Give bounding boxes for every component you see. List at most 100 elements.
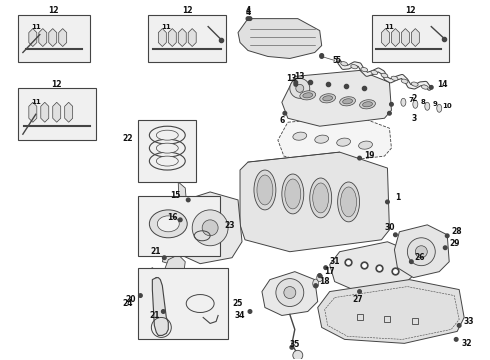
Ellipse shape bbox=[343, 99, 352, 104]
Circle shape bbox=[248, 310, 252, 313]
Ellipse shape bbox=[421, 85, 428, 89]
Ellipse shape bbox=[157, 216, 179, 232]
Text: 8: 8 bbox=[421, 99, 426, 105]
Polygon shape bbox=[59, 28, 67, 46]
Circle shape bbox=[246, 17, 250, 21]
Text: 26: 26 bbox=[414, 253, 424, 262]
Ellipse shape bbox=[323, 96, 333, 101]
Circle shape bbox=[276, 279, 304, 306]
Circle shape bbox=[248, 17, 252, 21]
Circle shape bbox=[290, 346, 294, 349]
Circle shape bbox=[388, 112, 391, 115]
Circle shape bbox=[163, 256, 166, 260]
Text: 21: 21 bbox=[149, 311, 160, 320]
Text: 34: 34 bbox=[235, 311, 245, 320]
Text: 13: 13 bbox=[287, 74, 297, 83]
Text: 13: 13 bbox=[294, 72, 305, 81]
Ellipse shape bbox=[313, 279, 318, 288]
Polygon shape bbox=[162, 255, 185, 283]
Circle shape bbox=[178, 218, 182, 222]
Bar bbox=[148, 15, 226, 62]
Text: 4: 4 bbox=[245, 8, 250, 17]
Text: 12: 12 bbox=[405, 6, 416, 15]
Ellipse shape bbox=[337, 138, 350, 146]
Text: 27: 27 bbox=[352, 295, 363, 304]
Text: 29: 29 bbox=[449, 239, 460, 248]
Ellipse shape bbox=[411, 82, 418, 86]
Ellipse shape bbox=[149, 210, 187, 238]
Polygon shape bbox=[318, 280, 464, 343]
Circle shape bbox=[314, 284, 318, 287]
Ellipse shape bbox=[282, 174, 304, 214]
Polygon shape bbox=[394, 225, 449, 278]
Text: 2: 2 bbox=[412, 94, 417, 103]
Circle shape bbox=[358, 156, 361, 160]
Polygon shape bbox=[382, 28, 390, 46]
Polygon shape bbox=[65, 102, 73, 122]
Polygon shape bbox=[160, 289, 182, 315]
Circle shape bbox=[296, 84, 304, 92]
Circle shape bbox=[318, 274, 321, 278]
Text: 9: 9 bbox=[433, 101, 438, 107]
Bar bbox=[18, 15, 90, 62]
Ellipse shape bbox=[340, 97, 356, 106]
Circle shape bbox=[324, 266, 327, 269]
Ellipse shape bbox=[317, 274, 323, 282]
Polygon shape bbox=[401, 28, 409, 46]
Ellipse shape bbox=[437, 104, 442, 112]
Polygon shape bbox=[158, 28, 166, 46]
Ellipse shape bbox=[425, 102, 430, 110]
Text: 17: 17 bbox=[324, 267, 335, 276]
Circle shape bbox=[416, 246, 427, 258]
Circle shape bbox=[294, 81, 297, 84]
Polygon shape bbox=[330, 242, 415, 292]
Bar bbox=[138, 268, 228, 339]
Text: 4: 4 bbox=[245, 6, 250, 15]
Polygon shape bbox=[175, 192, 242, 264]
Text: 12: 12 bbox=[49, 6, 59, 15]
Ellipse shape bbox=[156, 130, 178, 140]
Ellipse shape bbox=[351, 64, 358, 69]
Circle shape bbox=[294, 82, 297, 86]
Text: 20: 20 bbox=[125, 295, 136, 304]
Ellipse shape bbox=[254, 170, 276, 210]
Ellipse shape bbox=[156, 156, 178, 166]
Text: 12: 12 bbox=[51, 80, 62, 89]
Text: 35: 35 bbox=[290, 340, 300, 349]
Ellipse shape bbox=[303, 93, 313, 98]
Circle shape bbox=[202, 220, 218, 236]
Ellipse shape bbox=[391, 76, 398, 80]
Text: 33: 33 bbox=[464, 317, 474, 326]
Circle shape bbox=[192, 210, 228, 246]
Polygon shape bbox=[282, 71, 392, 126]
Ellipse shape bbox=[257, 175, 273, 205]
Text: 10: 10 bbox=[442, 103, 452, 109]
Ellipse shape bbox=[359, 141, 372, 149]
Circle shape bbox=[358, 290, 361, 293]
Text: 11: 11 bbox=[161, 24, 171, 30]
Ellipse shape bbox=[413, 100, 418, 108]
Text: 19: 19 bbox=[364, 150, 375, 159]
Text: 31: 31 bbox=[329, 257, 340, 266]
Ellipse shape bbox=[300, 91, 316, 100]
Polygon shape bbox=[238, 19, 322, 58]
Text: 5: 5 bbox=[335, 56, 340, 65]
Circle shape bbox=[186, 198, 190, 202]
Ellipse shape bbox=[360, 100, 375, 109]
Polygon shape bbox=[49, 28, 57, 46]
Text: 18: 18 bbox=[319, 277, 330, 286]
Circle shape bbox=[443, 246, 447, 249]
Circle shape bbox=[393, 233, 397, 237]
Polygon shape bbox=[412, 28, 419, 46]
Text: 12: 12 bbox=[182, 6, 193, 15]
Text: 16: 16 bbox=[167, 213, 177, 222]
Text: 24: 24 bbox=[122, 299, 132, 308]
Circle shape bbox=[320, 55, 323, 58]
Polygon shape bbox=[41, 102, 49, 122]
Text: 30: 30 bbox=[384, 223, 394, 232]
Text: 28: 28 bbox=[452, 227, 463, 236]
Circle shape bbox=[407, 238, 435, 266]
Ellipse shape bbox=[363, 102, 372, 107]
Polygon shape bbox=[178, 182, 190, 248]
Ellipse shape bbox=[315, 135, 329, 143]
